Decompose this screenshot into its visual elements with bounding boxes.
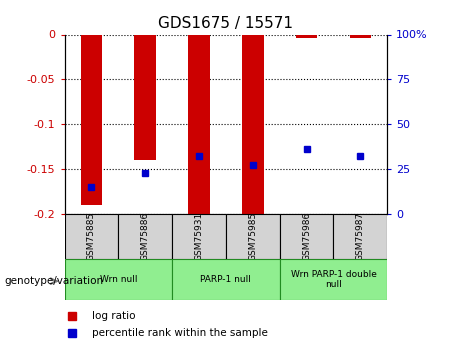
Bar: [172, 214, 226, 259]
Bar: [296, 34, 317, 38]
Text: genotype/variation: genotype/variation: [5, 276, 104, 286]
Text: GSM75987: GSM75987: [356, 212, 365, 261]
Text: GSM75886: GSM75886: [141, 212, 150, 261]
Bar: [349, 34, 371, 38]
Text: log ratio: log ratio: [92, 311, 135, 321]
Text: GSM75931: GSM75931: [195, 212, 203, 261]
Text: Wrn null: Wrn null: [100, 275, 137, 284]
Bar: [172, 259, 280, 300]
Text: GSM75986: GSM75986: [302, 212, 311, 261]
Bar: [333, 214, 387, 259]
Bar: [65, 259, 172, 300]
Bar: [118, 214, 172, 259]
Bar: [135, 34, 156, 160]
Text: PARP-1 null: PARP-1 null: [201, 275, 251, 284]
Bar: [226, 214, 280, 259]
Bar: [280, 214, 333, 259]
Title: GDS1675 / 15571: GDS1675 / 15571: [159, 16, 293, 31]
Text: Wrn PARP-1 double
null: Wrn PARP-1 double null: [290, 270, 376, 289]
Bar: [280, 259, 387, 300]
Bar: [242, 34, 264, 214]
Text: percentile rank within the sample: percentile rank within the sample: [92, 328, 267, 338]
Text: GSM75885: GSM75885: [87, 212, 96, 261]
Text: GSM75985: GSM75985: [248, 212, 257, 261]
Bar: [65, 214, 118, 259]
Bar: [188, 34, 210, 214]
Bar: [81, 34, 102, 205]
